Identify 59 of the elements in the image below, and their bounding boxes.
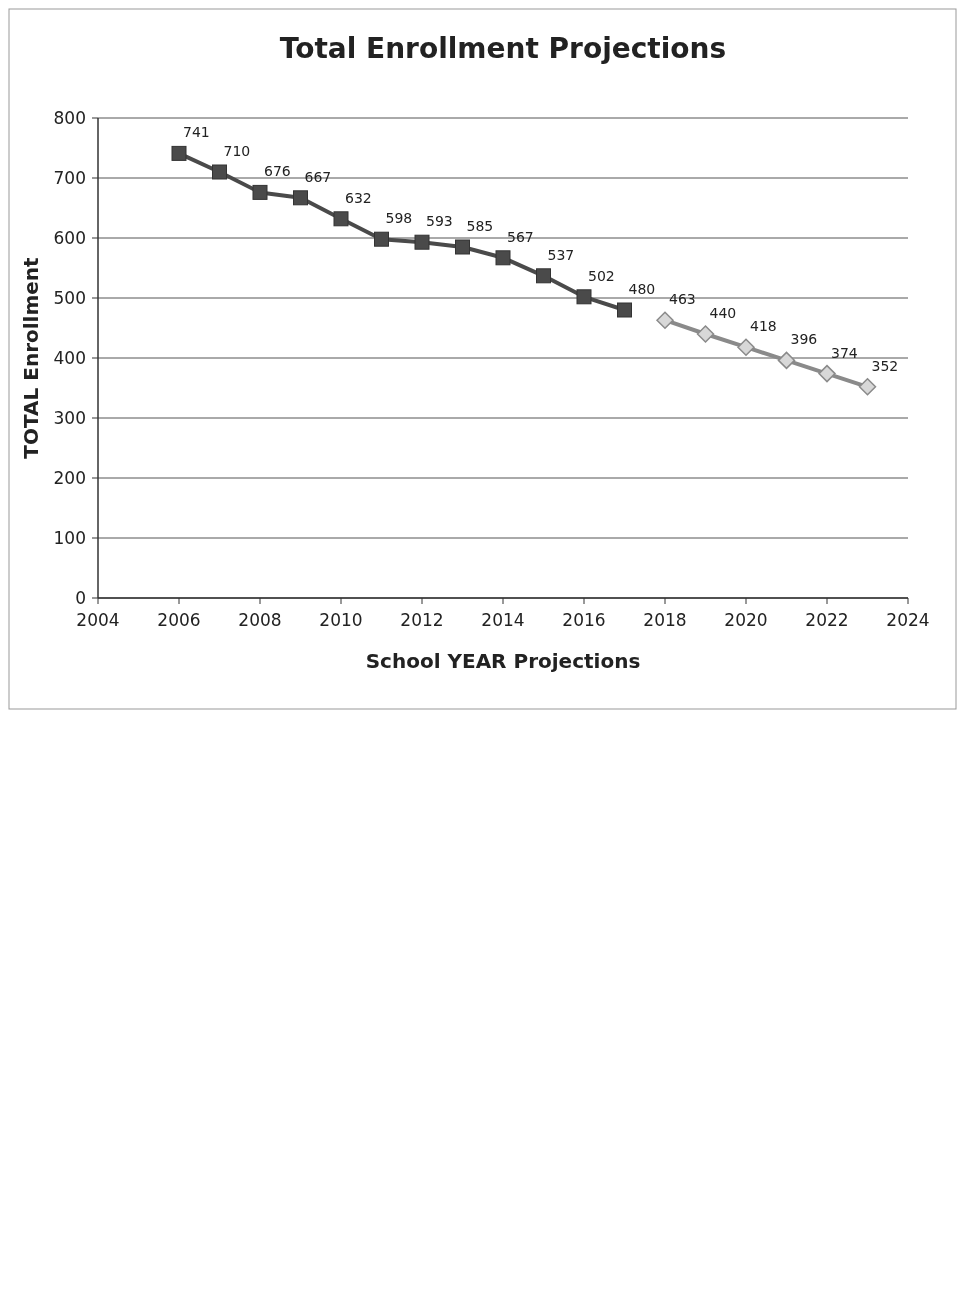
point [333, 211, 349, 227]
x-tick-label: 2008 [238, 610, 282, 630]
point [414, 234, 430, 250]
point [617, 302, 632, 318]
point [536, 268, 551, 284]
x-axis-title: School YEAR Projections [365, 649, 641, 673]
y-axis-title: TOTAL Enrollment [19, 256, 43, 459]
y-tick-label: 700 [53, 167, 86, 188]
y-tick-label: 300 [53, 407, 86, 428]
data-label: 352 [871, 357, 899, 374]
data-label: 741 [183, 124, 210, 141]
y-tick-label: 800 [53, 107, 86, 128]
data-label: 598 [385, 210, 413, 227]
x-tick-label: 2018 [643, 610, 687, 630]
y-tick-label: 500 [53, 287, 86, 308]
chart-title: Total Enrollment Projections [279, 32, 727, 65]
x-tick-label: 2016 [562, 610, 606, 630]
point [212, 164, 227, 180]
x-tick-label: 2020 [724, 610, 768, 630]
data-label: 537 [547, 246, 575, 263]
y-tick-label: 0 [75, 587, 86, 608]
point [737, 338, 755, 356]
data-label: 396 [790, 331, 818, 348]
x-tick-label: 2006 [157, 610, 201, 630]
point [171, 145, 187, 161]
data-label: 676 [264, 163, 291, 180]
point [293, 190, 308, 206]
point [374, 231, 389, 247]
data-label: 667 [304, 168, 332, 185]
point [777, 351, 796, 370]
data-label: 585 [466, 218, 494, 234]
point [455, 239, 470, 255]
data-label: 374 [831, 344, 858, 361]
point [696, 325, 715, 343]
point [858, 378, 877, 396]
data-label: 418 [750, 318, 777, 335]
data-label: 502 [588, 267, 615, 284]
data-label: 480 [628, 281, 656, 297]
x-tick-label: 2024 [886, 610, 930, 630]
point [656, 311, 674, 329]
data-label: 632 [345, 189, 372, 206]
x-tick-label: 2012 [400, 610, 444, 630]
y-tick-label: 200 [53, 467, 86, 488]
data-label: 710 [223, 143, 251, 159]
point [252, 184, 268, 200]
x-tick-label: 2010 [319, 610, 363, 630]
x-tick-label: 2014 [481, 610, 525, 630]
data-label: 463 [669, 291, 696, 308]
y-tick-label: 100 [53, 527, 86, 548]
x-tick-label: 2004 [76, 610, 120, 630]
point [495, 250, 511, 266]
point [576, 289, 592, 305]
point [818, 364, 836, 383]
data-label: 440 [709, 305, 737, 321]
x-tick-label: 2022 [805, 610, 849, 630]
y-tick-label: 600 [53, 227, 86, 248]
y-tick-label: 400 [53, 347, 86, 368]
data-label: 567 [507, 228, 534, 245]
data-label: 593 [426, 213, 453, 230]
